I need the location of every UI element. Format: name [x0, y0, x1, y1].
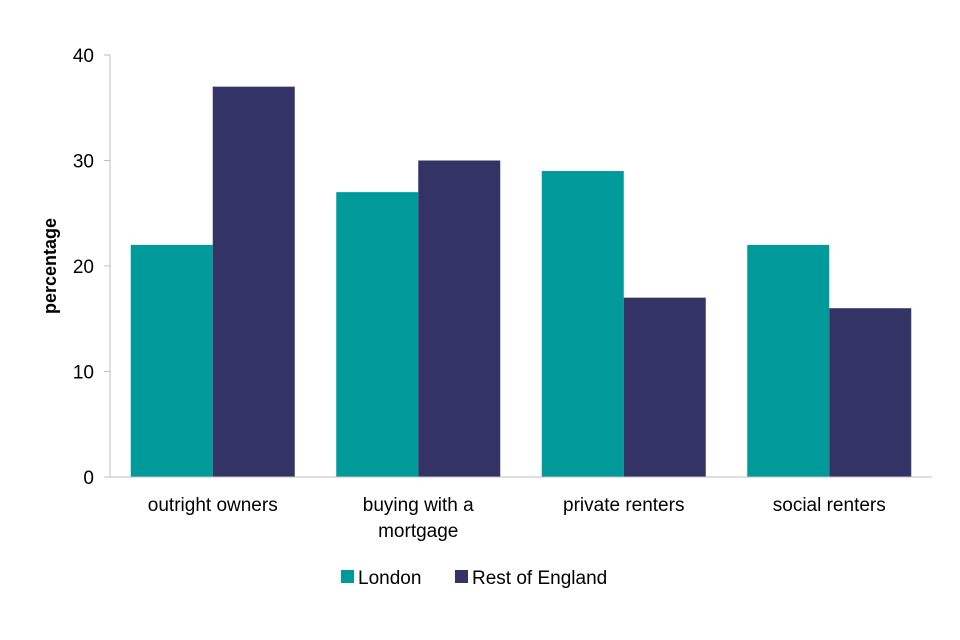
- x-axis-category-labels: outright owners buying with a mortgage priv…: [148, 495, 886, 542]
- legend-label: Rest of England: [472, 568, 607, 589]
- bar-london: [541, 171, 624, 478]
- legend-swatch-rest-of-england: [455, 570, 468, 583]
- y-tick-label: 20: [73, 257, 94, 278]
- y-tick-label: 30: [73, 152, 94, 173]
- bar-rest-of-england: [212, 86, 295, 478]
- bar-london: [130, 244, 213, 477]
- legend: London Rest of England: [341, 568, 607, 589]
- x-category-label: mortgage: [378, 521, 458, 542]
- bar-rest-of-england: [623, 297, 706, 477]
- bars: [130, 86, 912, 478]
- x-category-label: outright owners: [148, 495, 278, 516]
- bar-london: [747, 244, 830, 477]
- bar-rest-of-england: [418, 160, 501, 477]
- y-axis-ticks: 0 10 20 30 40: [73, 46, 110, 489]
- x-category-label: social renters: [773, 495, 886, 516]
- y-tick-label: 10: [73, 363, 94, 384]
- bar-rest-of-england: [829, 308, 912, 477]
- y-axis-title: percentage: [40, 218, 60, 314]
- bar-london: [336, 192, 419, 477]
- x-category-label: buying with a: [363, 495, 474, 516]
- legend-swatch-london: [341, 570, 354, 583]
- x-category-label: private renters: [563, 495, 684, 516]
- legend-label: London: [358, 568, 421, 589]
- y-tick-label: 40: [73, 46, 94, 67]
- y-tick-label: 0: [83, 468, 94, 489]
